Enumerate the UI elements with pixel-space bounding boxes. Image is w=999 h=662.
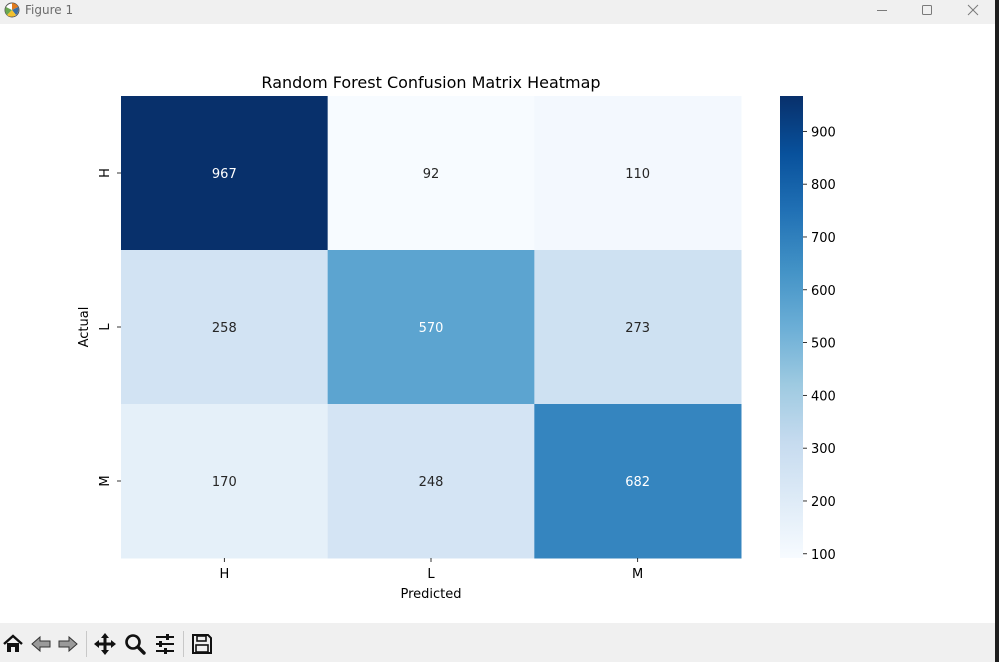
heatmap-cell	[121, 250, 329, 405]
chart-title: Random Forest Confusion Matrix Heatmap	[261, 73, 600, 92]
y-axis-label: Actual	[77, 307, 92, 348]
y-tick-label: M	[98, 475, 113, 486]
colorbar-tick-label: 300	[811, 442, 836, 457]
minimize-icon	[877, 10, 887, 11]
maximize-button[interactable]	[904, 0, 950, 20]
colorbar-tick-label: 700	[811, 231, 836, 246]
colorbar-tick-label: 100	[811, 548, 836, 563]
cell-value-label: 92	[423, 167, 440, 182]
navigation-toolbar	[0, 623, 995, 662]
cell-value-label: 273	[625, 321, 650, 336]
forward-button[interactable]	[55, 631, 81, 657]
close-icon	[967, 4, 979, 16]
colorbar-tick-label: 600	[811, 284, 836, 299]
heatmap-cell	[534, 404, 742, 559]
title-bar: Figure 1	[0, 0, 999, 24]
x-tick-label: M	[632, 567, 643, 582]
minimize-button[interactable]	[859, 0, 905, 20]
zoom-button[interactable]	[122, 631, 148, 657]
home-button[interactable]	[0, 631, 26, 657]
colorbar-tick-label: 800	[811, 178, 836, 193]
colorbar-tick-label: 400	[811, 389, 836, 404]
heatmap-cell	[327, 404, 535, 559]
figure-canvas[interactable]: 967 92 110 258 570 273 170 248 682 100 200 300 400 5…	[0, 24, 995, 623]
colorbar-gradient	[780, 96, 803, 558]
x-tick-label: H	[219, 567, 229, 582]
cell-value-label: 682	[625, 475, 650, 490]
heatmap-cell	[121, 96, 329, 251]
cell-value-label: 110	[625, 167, 650, 182]
cell-value-label: 258	[212, 321, 237, 336]
save-button[interactable]	[189, 631, 215, 657]
heatmap-cell	[121, 404, 329, 559]
toolbar-separator	[183, 631, 184, 657]
save-icon	[192, 634, 212, 654]
heatmap-figure: 967 92 110 258 570 273 170 248 682 100 200 300 400 5…	[77, 73, 836, 602]
background-window-edge	[995, 0, 999, 662]
configure-subplots-icon	[156, 634, 174, 654]
heatmap-cell	[327, 96, 535, 251]
colorbar-tick-label: 500	[811, 337, 836, 352]
toolbar-separator	[86, 631, 87, 657]
pan-button[interactable]	[92, 631, 118, 657]
colorbar-tick-label: 200	[811, 495, 836, 510]
cell-value-label: 967	[212, 167, 237, 182]
colorbar-tick-label: 900	[811, 125, 836, 140]
maximize-icon	[922, 5, 932, 15]
cell-value-label: 570	[419, 321, 444, 336]
forward-arrow-icon	[58, 635, 78, 653]
y-tick-label: H	[98, 168, 113, 178]
matplotlib-logo-icon	[3, 1, 21, 19]
back-arrow-icon	[31, 635, 51, 653]
y-tick-label: L	[98, 323, 113, 331]
window-title: Figure 1	[25, 3, 74, 17]
cell-value-label: 248	[419, 475, 444, 490]
close-button[interactable]	[950, 0, 996, 20]
heatmap-cell	[327, 250, 535, 405]
cell-value-label: 170	[212, 475, 237, 490]
x-tick-label: L	[427, 567, 435, 582]
zoom-icon	[125, 634, 146, 655]
heatmap-cell	[534, 250, 742, 405]
back-button[interactable]	[28, 631, 54, 657]
configure-subplots-button[interactable]	[152, 631, 178, 657]
heatmap-cell	[534, 96, 742, 251]
pan-icon	[94, 633, 116, 655]
x-axis-label: Predicted	[400, 587, 461, 602]
home-icon	[3, 634, 23, 652]
